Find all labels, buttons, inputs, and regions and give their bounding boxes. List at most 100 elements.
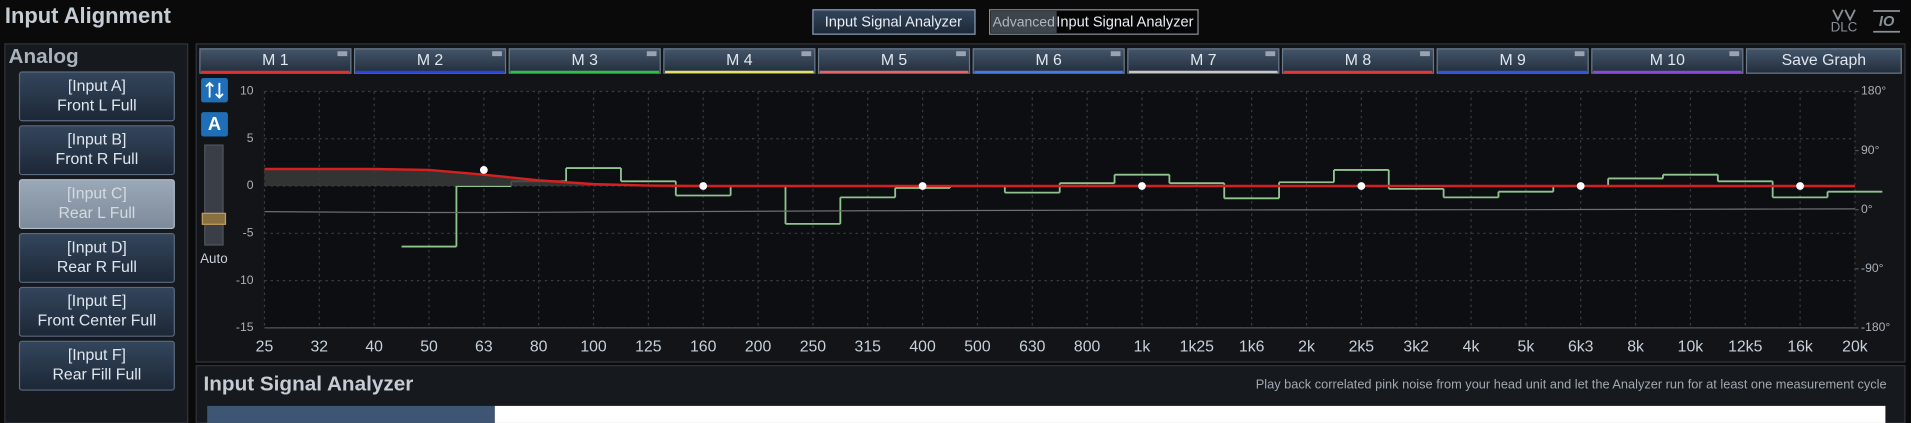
graph-tab[interactable] [353, 48, 507, 74]
graph-tab[interactable] [1281, 48, 1435, 74]
tab-indicator [1729, 51, 1740, 57]
point [1357, 182, 1366, 190]
scale-button[interactable] [201, 78, 228, 103]
tab-label: M 2 [417, 52, 443, 69]
y-tick-label: 5 [247, 131, 254, 145]
x-tick-label: 5k [1518, 339, 1535, 356]
slider-handle[interactable] [201, 212, 227, 225]
x-tick-label: 32 [311, 339, 329, 356]
graph-tab[interactable] [199, 48, 352, 74]
x-tick-label: 1k6 [1239, 339, 1265, 356]
line [264, 208, 1855, 214]
x-tick-label: 25 [256, 339, 274, 356]
x-tick-label: 125 [635, 339, 662, 356]
tab-indicator [492, 51, 502, 57]
advanced-value: Input Signal Analyzer [1056, 14, 1193, 30]
input-button[interactable] [18, 286, 175, 337]
input-label: [Input C] [67, 186, 127, 203]
input-label: [Input D] [67, 239, 127, 256]
app-title: Input Alignment [5, 3, 172, 28]
tab-label: M 10 [1650, 52, 1685, 69]
progress-track [494, 405, 1886, 423]
slider-track[interactable] [204, 144, 224, 246]
x-tick-label: 16k [1787, 339, 1813, 356]
sidebar-title: Analog [9, 45, 79, 68]
input-name: Rear R Full [57, 259, 137, 276]
input-label: [Input A] [68, 78, 126, 95]
tab-label: M 5 [881, 52, 908, 69]
x-tick-label: 250 [800, 339, 827, 356]
tab-indicator [956, 51, 966, 57]
point [1138, 182, 1146, 190]
tab-indicator [1574, 51, 1585, 57]
tab-indicator [801, 51, 812, 57]
tab-indicator [1110, 51, 1121, 57]
input-name: Front Center Full [38, 313, 157, 330]
point [699, 182, 708, 190]
input-name: Rear Fill Full [52, 367, 141, 384]
graph-tab[interactable] [1591, 48, 1744, 74]
x-tick-label: 2k5 [1349, 339, 1375, 356]
input-button[interactable] [18, 71, 175, 122]
tab-label: Input Signal Analyzer [825, 14, 962, 30]
x-tick-label: 40 [365, 339, 383, 356]
graph-tab[interactable] [1436, 48, 1589, 74]
tab-label: M 8 [1345, 52, 1372, 69]
tab-indicator [1420, 51, 1430, 57]
tab-label: M 9 [1499, 52, 1526, 69]
x-tick-label: 12k5 [1728, 339, 1763, 356]
x-tick-label: 630 [1019, 339, 1046, 356]
x-tick-label: 3k2 [1403, 339, 1429, 356]
input-button[interactable] [18, 179, 175, 230]
advanced-tag [990, 11, 1057, 33]
x-tick-label: 200 [745, 339, 772, 356]
io-icon[interactable] [1873, 10, 1901, 33]
y-tick-label: 0 [247, 178, 254, 192]
input-label: [Input E] [67, 293, 126, 310]
tab-button[interactable] [812, 9, 976, 35]
analyzer-hint: Play back correlated pink noise from you… [1256, 377, 1887, 392]
analyzer-title: Input Signal Analyzer [204, 373, 414, 396]
tab-indicator [646, 51, 657, 57]
point [918, 182, 927, 190]
y-tick-label: -10 [236, 273, 254, 287]
x-tick-label: 6k3 [1568, 339, 1594, 356]
y-tick-label: 10 [240, 84, 254, 98]
progress-fill [207, 405, 495, 423]
y2-tick-label: -180° [1861, 320, 1890, 334]
tab-indicator [337, 51, 348, 57]
save-graph-button[interactable] [1745, 48, 1902, 74]
tab-indicator [1265, 51, 1276, 57]
y2-tick-label: 0° [1861, 202, 1873, 216]
tab-label: M 1 [262, 52, 289, 69]
y2-tick-label: 90° [1861, 143, 1880, 157]
auto-button[interactable] [201, 112, 228, 137]
x-tick-label: 500 [964, 339, 991, 356]
graph-tab[interactable] [1127, 48, 1280, 74]
x-tick-label: 10k [1678, 339, 1704, 356]
x-tick-label: 315 [855, 339, 882, 356]
input-button[interactable] [18, 340, 175, 391]
tab-label: M 3 [572, 52, 599, 69]
graph-tab[interactable] [508, 48, 661, 74]
input-name: Front L Full [57, 97, 136, 114]
io-label: IO [1879, 14, 1895, 30]
graph-tab[interactable] [972, 48, 1125, 74]
x-tick-label: 20k [1842, 339, 1868, 356]
input-label: [Input F] [68, 347, 126, 364]
graph-tab[interactable] [663, 48, 816, 74]
tab-label: M 6 [1035, 52, 1062, 69]
y-tick-label: -15 [236, 320, 254, 334]
x-tick-label: 2k [1298, 339, 1315, 356]
line [264, 167, 1855, 188]
input-button[interactable] [18, 232, 175, 283]
input-name: Front R Full [56, 151, 139, 168]
tab-label: M 4 [726, 52, 753, 69]
input-button[interactable] [18, 125, 175, 176]
x-tick-label: 800 [1074, 339, 1101, 356]
x-tick-label: 4k [1463, 339, 1480, 356]
x-tick-label: 1k25 [1180, 339, 1215, 356]
graph-tab[interactable] [817, 48, 971, 74]
dlc-icon[interactable] [1832, 9, 1856, 22]
